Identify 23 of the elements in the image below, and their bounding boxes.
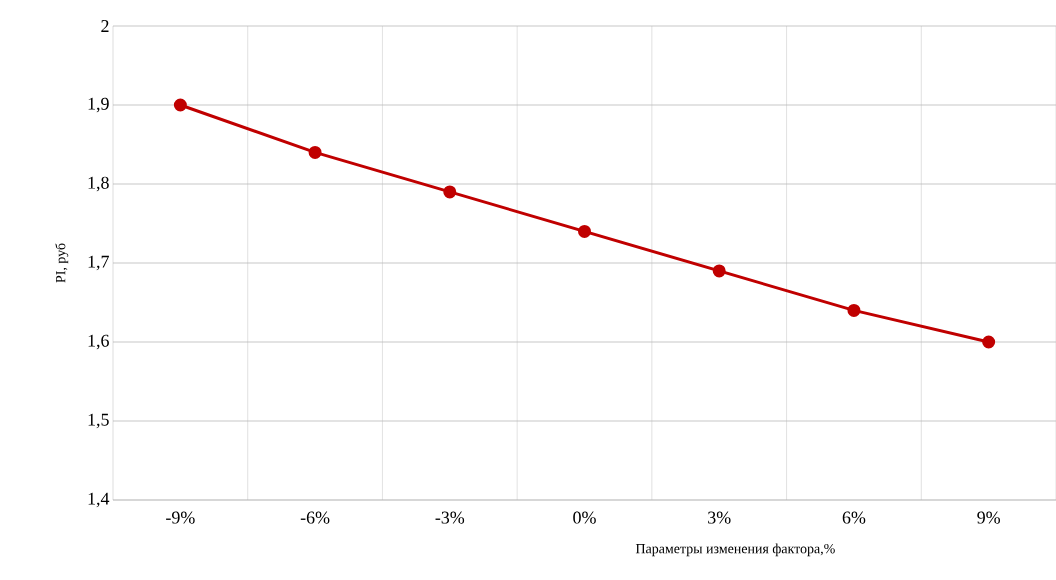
x-tick-label: -6% (300, 511, 330, 524)
point (308, 145, 322, 159)
x-tick-label: -9% (166, 511, 195, 524)
point (173, 98, 187, 112)
x-tick-label: 3% (708, 511, 731, 524)
y-tick-label: 1,6 (88, 334, 109, 350)
y-axis-title: PI, руб (55, 243, 69, 283)
point (443, 185, 457, 199)
x-tick-label: 9% (977, 511, 1000, 524)
point (847, 303, 861, 317)
y-tick-label: 1,9 (88, 97, 109, 113)
x-tick-label: 0% (573, 511, 596, 524)
y-tick-label: 1,7 (88, 255, 109, 271)
x-axis-title: Параметры изменения фактора,% (635, 543, 835, 557)
x-tick-label: -3% (435, 511, 465, 524)
point (982, 335, 996, 349)
y-tick-label: 1,5 (88, 413, 109, 429)
y-tick-label: 1,4 (88, 492, 110, 508)
y-tick-label: 1,8 (88, 176, 109, 192)
y-tick-label: 2 (101, 20, 109, 32)
point (712, 264, 726, 278)
point (578, 224, 591, 238)
x-tick-label: 6% (842, 511, 866, 524)
